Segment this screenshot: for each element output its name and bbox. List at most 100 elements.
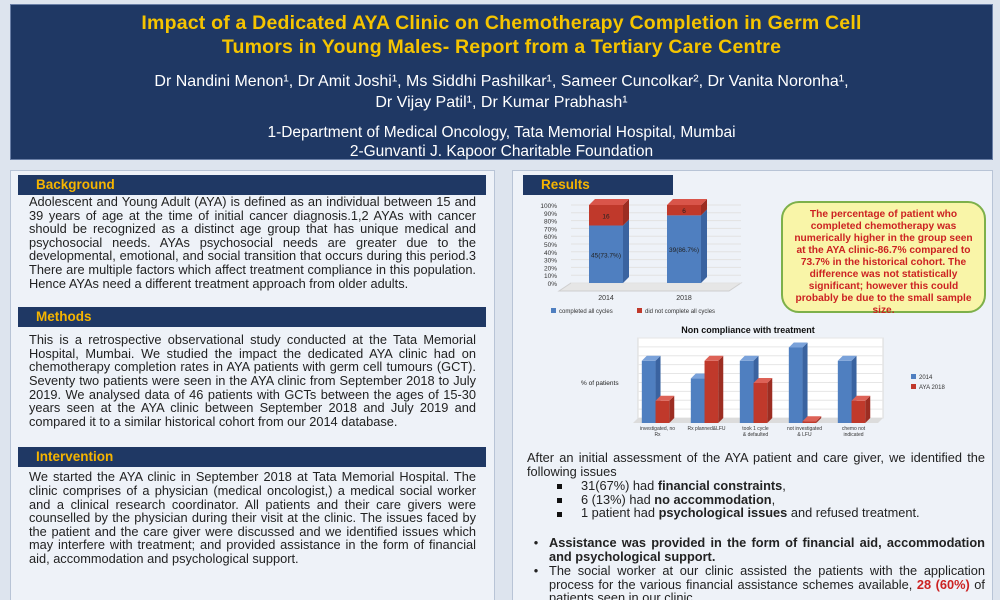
bullet-square	[557, 479, 581, 493]
affiliations: 1-Department of Medical Oncology, Tata M…	[11, 123, 992, 161]
methods-text: This is a retrospective observational st…	[29, 332, 476, 429]
x-tick-label: indicated	[843, 432, 863, 438]
bar-top	[837, 355, 857, 361]
bar	[690, 378, 705, 423]
callout-value-historical: 73.7%	[800, 257, 830, 268]
poster-header: Impact of a Dedicated AYA Clinic on Chem…	[10, 4, 993, 160]
x-tick-label: not investigated	[787, 426, 822, 432]
bar-side	[865, 395, 871, 423]
callout-text-post: in the historical cohort. The difference…	[795, 257, 972, 316]
authors-line-1: Dr Nandini Menon¹, Dr Amit Joshi¹, Ms Si…	[154, 73, 849, 90]
social-worker-count: 28 (60%)	[916, 576, 970, 592]
y-tick-label: 80%	[544, 219, 557, 226]
legend-label: completed all cycles	[559, 309, 613, 315]
results-text: After an initial assessment of the AYA p…	[523, 451, 985, 600]
y-tick-label: 60%	[544, 234, 557, 241]
y-tick-label: 40%	[544, 250, 557, 257]
bar	[837, 360, 852, 423]
bar-top	[667, 199, 707, 205]
issue-text-post: ,	[771, 491, 776, 507]
bar	[753, 383, 768, 423]
social-worker-text: The social worker at our clinic assisted…	[549, 564, 985, 600]
methods-heading: Methods	[18, 307, 486, 328]
issue-text-bold: financial constraints	[657, 478, 783, 494]
legend-swatch	[911, 374, 916, 379]
x-tick-label: 2018	[676, 295, 692, 302]
y-tick-label: 20%	[544, 265, 557, 272]
poster-title: Impact of a Dedicated AYA Clinic on Chem…	[11, 11, 992, 59]
issue-text: 1 patient had psychological issues and r…	[581, 506, 985, 520]
bar-side	[623, 219, 629, 283]
bar-top	[655, 395, 675, 401]
bar-top	[739, 355, 759, 361]
right-column: Results 0% 10% 20% 30% 40% 50% 60% 70% 80% 90% 100…	[512, 170, 993, 600]
results-intro-text: After an initial assessment of the AYA p…	[527, 450, 985, 479]
x-tick-label: Rx planned&LFU	[687, 426, 725, 432]
issue-text-bold: psychological issues	[658, 505, 788, 521]
issue-text-pre: 31(67%) had	[581, 478, 658, 494]
bar-side	[802, 342, 808, 423]
bullet-square	[557, 493, 581, 507]
completion-chart-svg: 0%10%20%30%40%50%60%70%80%90%100% 45(73.7…	[540, 199, 743, 315]
bar-segment	[589, 225, 623, 283]
x-tick-label: & LFU	[797, 432, 812, 438]
bar	[788, 347, 803, 423]
callout-text-mid: compared to	[906, 245, 971, 256]
bullet-dot: •	[533, 563, 539, 579]
bar-top	[788, 342, 808, 348]
y-tick-label: 30%	[544, 258, 557, 265]
y-tick-label: 10%	[544, 273, 557, 280]
legend-swatch	[551, 308, 556, 313]
bullet-square	[557, 506, 581, 520]
bar-side	[816, 416, 822, 423]
assistance-text: Assistance was provided in the form of f…	[549, 534, 985, 564]
assistance-bullet: • Assistance was provided in the form of…	[523, 536, 985, 563]
x-tick-label: took 1 cycle	[742, 426, 769, 432]
bar	[802, 421, 817, 423]
bar-top	[641, 355, 661, 361]
bar-top	[802, 416, 822, 422]
bullet-dot: •	[533, 534, 539, 550]
data-label: 6	[682, 208, 686, 215]
affiliation-line-2: 2-Gunvanti J. Kapoor Charitable Foundati…	[349, 143, 654, 160]
legend-label: AYA 2018	[919, 385, 945, 391]
bar-segment	[667, 205, 701, 216]
issue-text: 31(67%) had financial constraints,	[581, 479, 985, 493]
social-worker-bullet: • The social worker at our clinic assist…	[523, 564, 985, 600]
left-column: Background Adolescent and Young Adult (A…	[10, 170, 495, 600]
legend-swatch	[911, 384, 916, 389]
bar-side	[623, 199, 629, 226]
completion-chart: 0% 10% 20% 30% 40% 50% 60% 70% 80% 90% 100% 45(73.7…	[515, 199, 765, 321]
issue-text-post: ,	[782, 478, 786, 494]
legend-label: did not complete all cycles	[645, 309, 715, 315]
y-axis-label: % of patients	[581, 380, 619, 387]
social-worker-text-pre: The social worker at our clinic assisted…	[549, 563, 985, 592]
background-heading: Background	[18, 175, 486, 195]
bar-side	[718, 355, 724, 423]
bar	[655, 400, 670, 423]
callout-value-aya: 86.7%	[877, 245, 907, 256]
y-tick-label: 50%	[544, 242, 557, 249]
bar	[641, 360, 656, 423]
bar-segment	[589, 205, 623, 226]
bar-segment	[667, 215, 701, 283]
y-tick-label: 70%	[544, 226, 557, 233]
bar-side	[669, 395, 675, 423]
x-tick-label: investigated, no	[640, 426, 675, 432]
social-worker-text-post: of patients seen in our clinic	[549, 576, 985, 600]
bar-top	[753, 378, 773, 383]
x-tick-label: 2014	[598, 295, 614, 302]
title-line-1: Impact of a Dedicated AYA Clinic on Chem…	[141, 12, 862, 34]
issue-item: 6 (13%) had no accommodation,	[523, 491, 985, 507]
bar-top	[589, 199, 629, 205]
noncompliance-chart: Non compliance with treatment % of patien…	[563, 323, 981, 441]
authors: Dr Nandini Menon¹, Dr Amit Joshi¹, Ms Si…	[11, 71, 992, 113]
results-heading: Results	[523, 175, 673, 195]
bar-top	[851, 395, 871, 401]
callout-text-pre: The percentage of patient who completed …	[794, 209, 973, 256]
data-label: 16	[602, 213, 610, 220]
title-line-2: Tumors in Young Males- Report from a Ter…	[221, 36, 782, 58]
legend-swatch	[637, 308, 642, 313]
issue-text-bold: no accommodation	[654, 491, 772, 507]
legend-label: 2014	[919, 375, 933, 381]
